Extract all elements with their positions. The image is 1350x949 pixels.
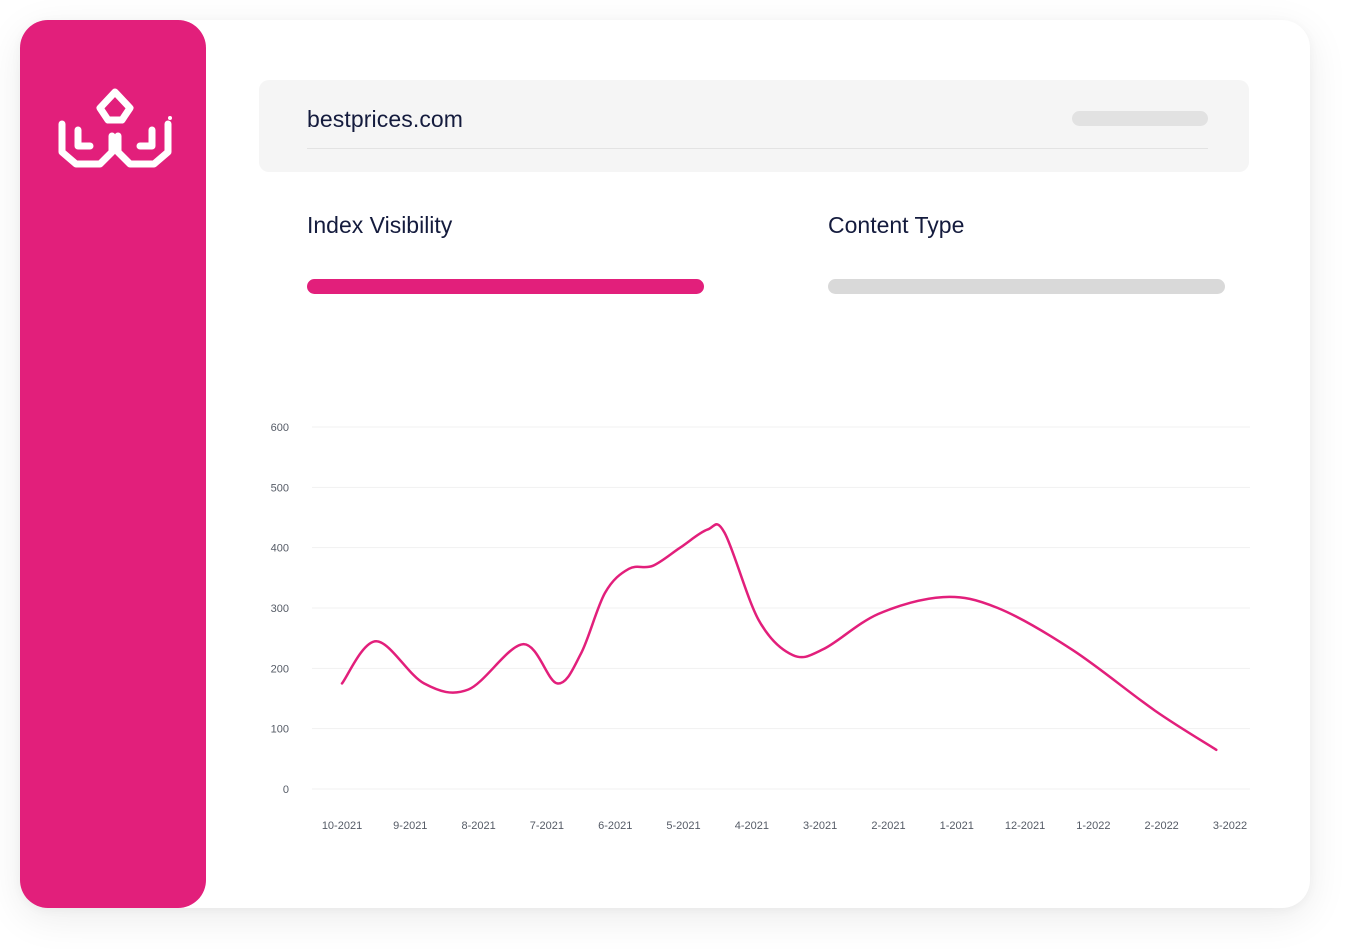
tab-index-visibility-indicator xyxy=(307,279,704,294)
tab-content-type[interactable]: Content Type xyxy=(828,212,965,238)
x-tick-label: 3-2022 xyxy=(1213,820,1247,832)
tab-index-visibility[interactable]: Index Visibility xyxy=(307,212,453,238)
y-tick-label: 200 xyxy=(271,663,289,675)
site-domain: bestprices.com xyxy=(307,106,464,132)
y-tick-label: 500 xyxy=(271,482,289,494)
x-tick-label: 7-2021 xyxy=(530,820,564,832)
brand-logo-icon[interactable] xyxy=(56,86,174,168)
y-tick-label: 300 xyxy=(271,603,289,615)
x-tick-label: 4-2021 xyxy=(735,820,769,832)
tab-content-type-indicator xyxy=(828,279,1225,294)
x-tick-label: 9-2021 xyxy=(393,820,427,832)
x-tick-label: 2-2022 xyxy=(1145,820,1179,832)
y-tick-label: 100 xyxy=(271,724,289,736)
header-placeholder-pill xyxy=(1072,111,1208,126)
header-divider xyxy=(307,148,1208,149)
x-tick-label: 8-2021 xyxy=(461,820,495,832)
x-tick-label: 10-2021 xyxy=(322,820,362,832)
x-tick-label: 1-2022 xyxy=(1076,820,1110,832)
sidebar xyxy=(20,20,206,908)
x-tick-label: 2-2021 xyxy=(871,820,905,832)
site-header: bestprices.com xyxy=(259,80,1249,172)
x-tick-label: 1-2021 xyxy=(940,820,974,832)
y-tick-label: 400 xyxy=(271,543,289,555)
series-line xyxy=(340,523,1218,752)
x-tick-label: 12-2021 xyxy=(1005,820,1045,832)
x-tick-label: 3-2021 xyxy=(803,820,837,832)
y-tick-label: 600 xyxy=(271,422,289,434)
x-tick-label: 5-2021 xyxy=(666,820,700,832)
x-tick-label: 6-2021 xyxy=(598,820,632,832)
y-tick-label: 0 xyxy=(283,784,289,796)
